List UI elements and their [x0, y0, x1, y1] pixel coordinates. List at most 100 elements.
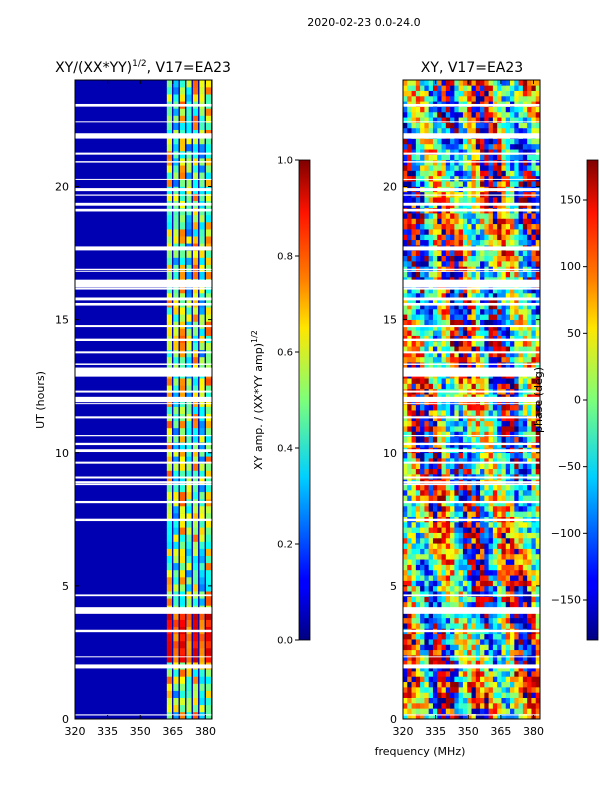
heat2-cell [510, 85, 515, 91]
heat2-cell [488, 218, 494, 225]
heat2-cell [522, 165, 528, 171]
heat2-cell [518, 569, 524, 576]
heat2-cell [527, 250, 532, 257]
heat2-cell [437, 378, 442, 384]
heat2-cell [432, 495, 438, 501]
heat2-cell [510, 559, 515, 565]
heat2-cell [462, 463, 468, 470]
heat2-cell [454, 559, 459, 565]
heat2-cell [454, 213, 459, 219]
heat2-cell [458, 330, 464, 336]
heat2-cell [462, 223, 468, 230]
heat2-cell [424, 623, 429, 629]
heat2-cell [467, 511, 472, 517]
heat2-cell [514, 671, 519, 677]
heat2-cell [454, 250, 459, 257]
heat2-cell [407, 655, 412, 661]
heat2-cell [488, 468, 494, 475]
heat2-cell [501, 463, 507, 470]
heat2-cell [492, 692, 498, 698]
flag-line [403, 656, 540, 658]
heat2-cell [437, 633, 442, 640]
heat2-cell [428, 490, 434, 496]
heat2-cell [415, 335, 421, 342]
heat2-cell [432, 463, 438, 470]
heat2-cell [531, 468, 537, 475]
heat2-cell [497, 383, 502, 390]
heat2-cell [411, 655, 417, 661]
heat2-cell [424, 612, 429, 619]
heat2-cell [415, 601, 421, 608]
heat2-cell [518, 154, 524, 161]
heat2-cell [497, 564, 502, 571]
heat2-cell [484, 511, 489, 517]
heat2-cell [471, 261, 477, 267]
flag-line [75, 518, 212, 522]
heat2-cell [522, 250, 528, 257]
heat2-cell [403, 324, 408, 331]
flag-line [75, 367, 212, 376]
heat2-cell [420, 463, 425, 470]
heat2-cell [407, 154, 412, 161]
heat2-cell [514, 340, 519, 347]
heat1-cell [166, 94, 172, 102]
heat1-cell [205, 491, 212, 500]
heat2-cell [518, 90, 524, 97]
heat2-cell [450, 681, 455, 688]
heat2-cell [471, 351, 477, 358]
flag-line [403, 403, 540, 405]
heat2-cell [415, 633, 421, 640]
heat2-cell [445, 346, 451, 352]
heat2-cell [462, 197, 468, 203]
heat2-cell [403, 159, 408, 166]
heat2-cell [518, 676, 524, 683]
heat2-cell [484, 697, 489, 704]
flag-line [403, 152, 540, 155]
heat2-cell [531, 175, 537, 182]
heat2-cell [471, 324, 477, 331]
heat2-cell [501, 692, 507, 698]
heat2-cell [501, 676, 507, 683]
heat2-cell [535, 383, 540, 390]
heat2-cell [445, 596, 451, 603]
heat2-cell [527, 85, 532, 91]
heat2-cell [458, 117, 464, 123]
heat2-cell [514, 223, 519, 230]
heat2-cell [411, 575, 417, 581]
heat2-cell [501, 330, 507, 336]
heat2-cell [531, 681, 537, 688]
heat2-cell [424, 106, 429, 113]
heat2-cell [415, 287, 421, 294]
heat2-cell [407, 255, 412, 262]
heat2-cell [407, 580, 412, 587]
heat2-cell [535, 165, 540, 171]
heat2-cell [403, 575, 408, 581]
heat2-cell [518, 159, 524, 166]
heat2-cell [415, 596, 421, 603]
heat2-cell [471, 495, 477, 501]
heat2-cell [441, 431, 447, 438]
heat2-cell [450, 495, 455, 501]
heat2-cell [480, 713, 485, 719]
heat1-cell [186, 229, 192, 237]
flag-line [75, 594, 212, 597]
heat2-cell [415, 527, 421, 533]
heat2-cell [480, 362, 485, 368]
heat2-cell [492, 468, 498, 475]
heat2-cell [445, 553, 451, 560]
heat2-cell [497, 85, 502, 91]
heat2-cell [411, 681, 417, 688]
heat2-cell [445, 580, 451, 587]
heat2-cell [522, 548, 528, 555]
heat2-cell [411, 660, 417, 667]
heat2-cell [450, 484, 455, 491]
heat2-cell [480, 410, 485, 416]
heat2-cell [475, 362, 481, 368]
heat2-cell [475, 676, 481, 683]
heat2-cell [484, 410, 489, 416]
heat2-cell [462, 575, 468, 581]
heat2-cell [462, 452, 468, 459]
heat2-cell [475, 671, 481, 677]
heat2-cell [462, 436, 468, 443]
heat2-cell [462, 330, 468, 336]
